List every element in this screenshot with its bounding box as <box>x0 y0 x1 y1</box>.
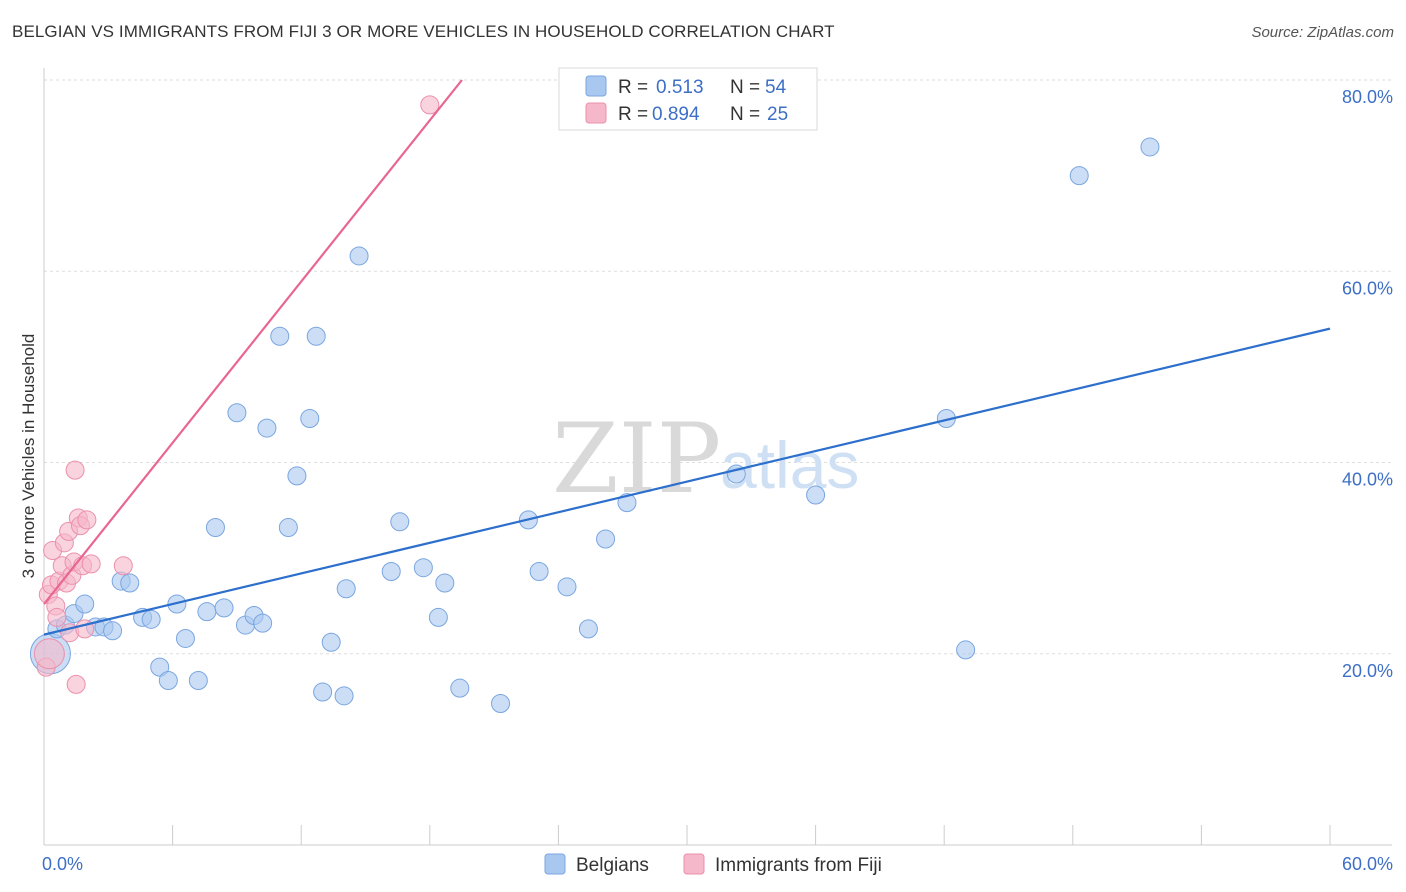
belgians-point <box>75 594 95 614</box>
x-tick-marks <box>43 825 1331 845</box>
legend-n-value: 25 <box>767 104 788 125</box>
watermark-atlas: atlas <box>720 428 859 502</box>
x-tick-labels: 0.0% 60.0% <box>42 854 1393 874</box>
legend-swatch-belgians <box>585 75 607 97</box>
belgians-point <box>175 628 195 648</box>
belgians-point <box>956 640 976 660</box>
belgians-point <box>306 326 326 346</box>
y-tick-label: 60.0% <box>1342 278 1393 298</box>
fiji-point <box>420 95 440 115</box>
belgians-point <box>188 671 208 691</box>
belgians-point <box>158 671 178 691</box>
series-legend: Belgians Immigrants from Fiji <box>544 853 882 876</box>
trend-lines <box>43 79 1331 636</box>
belgians-point <box>278 518 298 538</box>
y-tick-label: 80.0% <box>1342 87 1393 107</box>
y-tick-label: 40.0% <box>1342 470 1393 490</box>
y-tick-label: 20.0% <box>1342 661 1393 681</box>
fiji-point <box>47 607 67 627</box>
legend-n-label: N = <box>730 77 760 98</box>
belgians-point <box>381 562 401 582</box>
fiji-point <box>81 554 101 574</box>
series-name-belgians: Belgians <box>576 855 649 876</box>
belgians-point <box>557 577 577 597</box>
belgians-point <box>435 573 455 593</box>
belgians-point <box>334 686 354 706</box>
belgians-trend-line <box>43 327 1331 636</box>
belgians-point <box>578 619 598 639</box>
legend-r-value: 0.513 <box>656 77 704 98</box>
belgians-point <box>450 678 470 698</box>
y-axis-label: 3 or more Vehicles in Household <box>19 334 38 579</box>
belgians-point <box>313 682 333 702</box>
belgians-point <box>270 326 290 346</box>
belgians-point <box>197 602 217 622</box>
belgians-point <box>150 657 170 677</box>
fiji-point <box>33 638 65 670</box>
belgians-point <box>349 246 369 266</box>
x-tick-label: 0.0% <box>42 854 83 874</box>
watermark: ZIP atlas <box>552 403 859 515</box>
belgians-point <box>806 485 826 505</box>
chart-title: BELGIAN VS IMMIGRANTS FROM FIJI 3 OR MOR… <box>12 22 835 41</box>
belgians-point <box>617 493 637 513</box>
belgians-point <box>253 613 273 633</box>
correlation-legend: R = 0.513 N = 54 R = 0.894 N = 25 <box>558 67 818 131</box>
fiji-point <box>65 460 85 480</box>
belgians-point <box>1069 166 1089 186</box>
belgians-point <box>1140 137 1160 157</box>
belgians-point <box>227 403 247 423</box>
belgians-point <box>596 529 616 549</box>
fiji-trend-line <box>43 79 463 605</box>
fiji-point <box>66 674 86 694</box>
data-points <box>29 95 1160 713</box>
legend-r-value: 0.894 <box>652 104 700 125</box>
belgians-point <box>390 512 410 532</box>
belgians-point <box>300 409 320 429</box>
legend-swatch-fiji <box>585 102 607 124</box>
belgians-point <box>141 609 161 629</box>
legend-r-label: R = <box>618 77 648 98</box>
belgians-point <box>257 418 277 438</box>
belgians-point <box>336 579 356 599</box>
legend-r-label: R = <box>618 104 648 125</box>
belgians-point <box>103 621 123 641</box>
gridlines <box>44 79 1392 655</box>
belgians-point <box>491 693 511 713</box>
belgians-point <box>205 518 225 538</box>
belgians-point <box>287 466 307 486</box>
belgians-point <box>120 573 140 593</box>
axes <box>43 68 1392 846</box>
watermark-zip: ZIP <box>552 403 721 515</box>
source-credit: Source: ZipAtlas.com <box>1251 24 1394 41</box>
belgians-point <box>413 558 433 578</box>
fiji-point <box>77 510 97 530</box>
legend-n-label: N = <box>730 104 760 125</box>
series-name-fiji: Immigrants from Fiji <box>715 855 882 876</box>
belgians-point <box>321 632 341 652</box>
legend-n-value: 54 <box>765 77 787 98</box>
belgians-point <box>214 598 234 618</box>
series-swatch-belgians <box>544 853 566 875</box>
y-tick-labels: 20.0% 40.0% 60.0% 80.0% <box>1342 87 1393 681</box>
fiji-point <box>113 556 133 576</box>
series-swatch-fiji <box>683 853 705 875</box>
belgians-point <box>529 562 549 582</box>
belgians-point <box>428 607 448 627</box>
x-tick-label: 60.0% <box>1342 854 1393 874</box>
